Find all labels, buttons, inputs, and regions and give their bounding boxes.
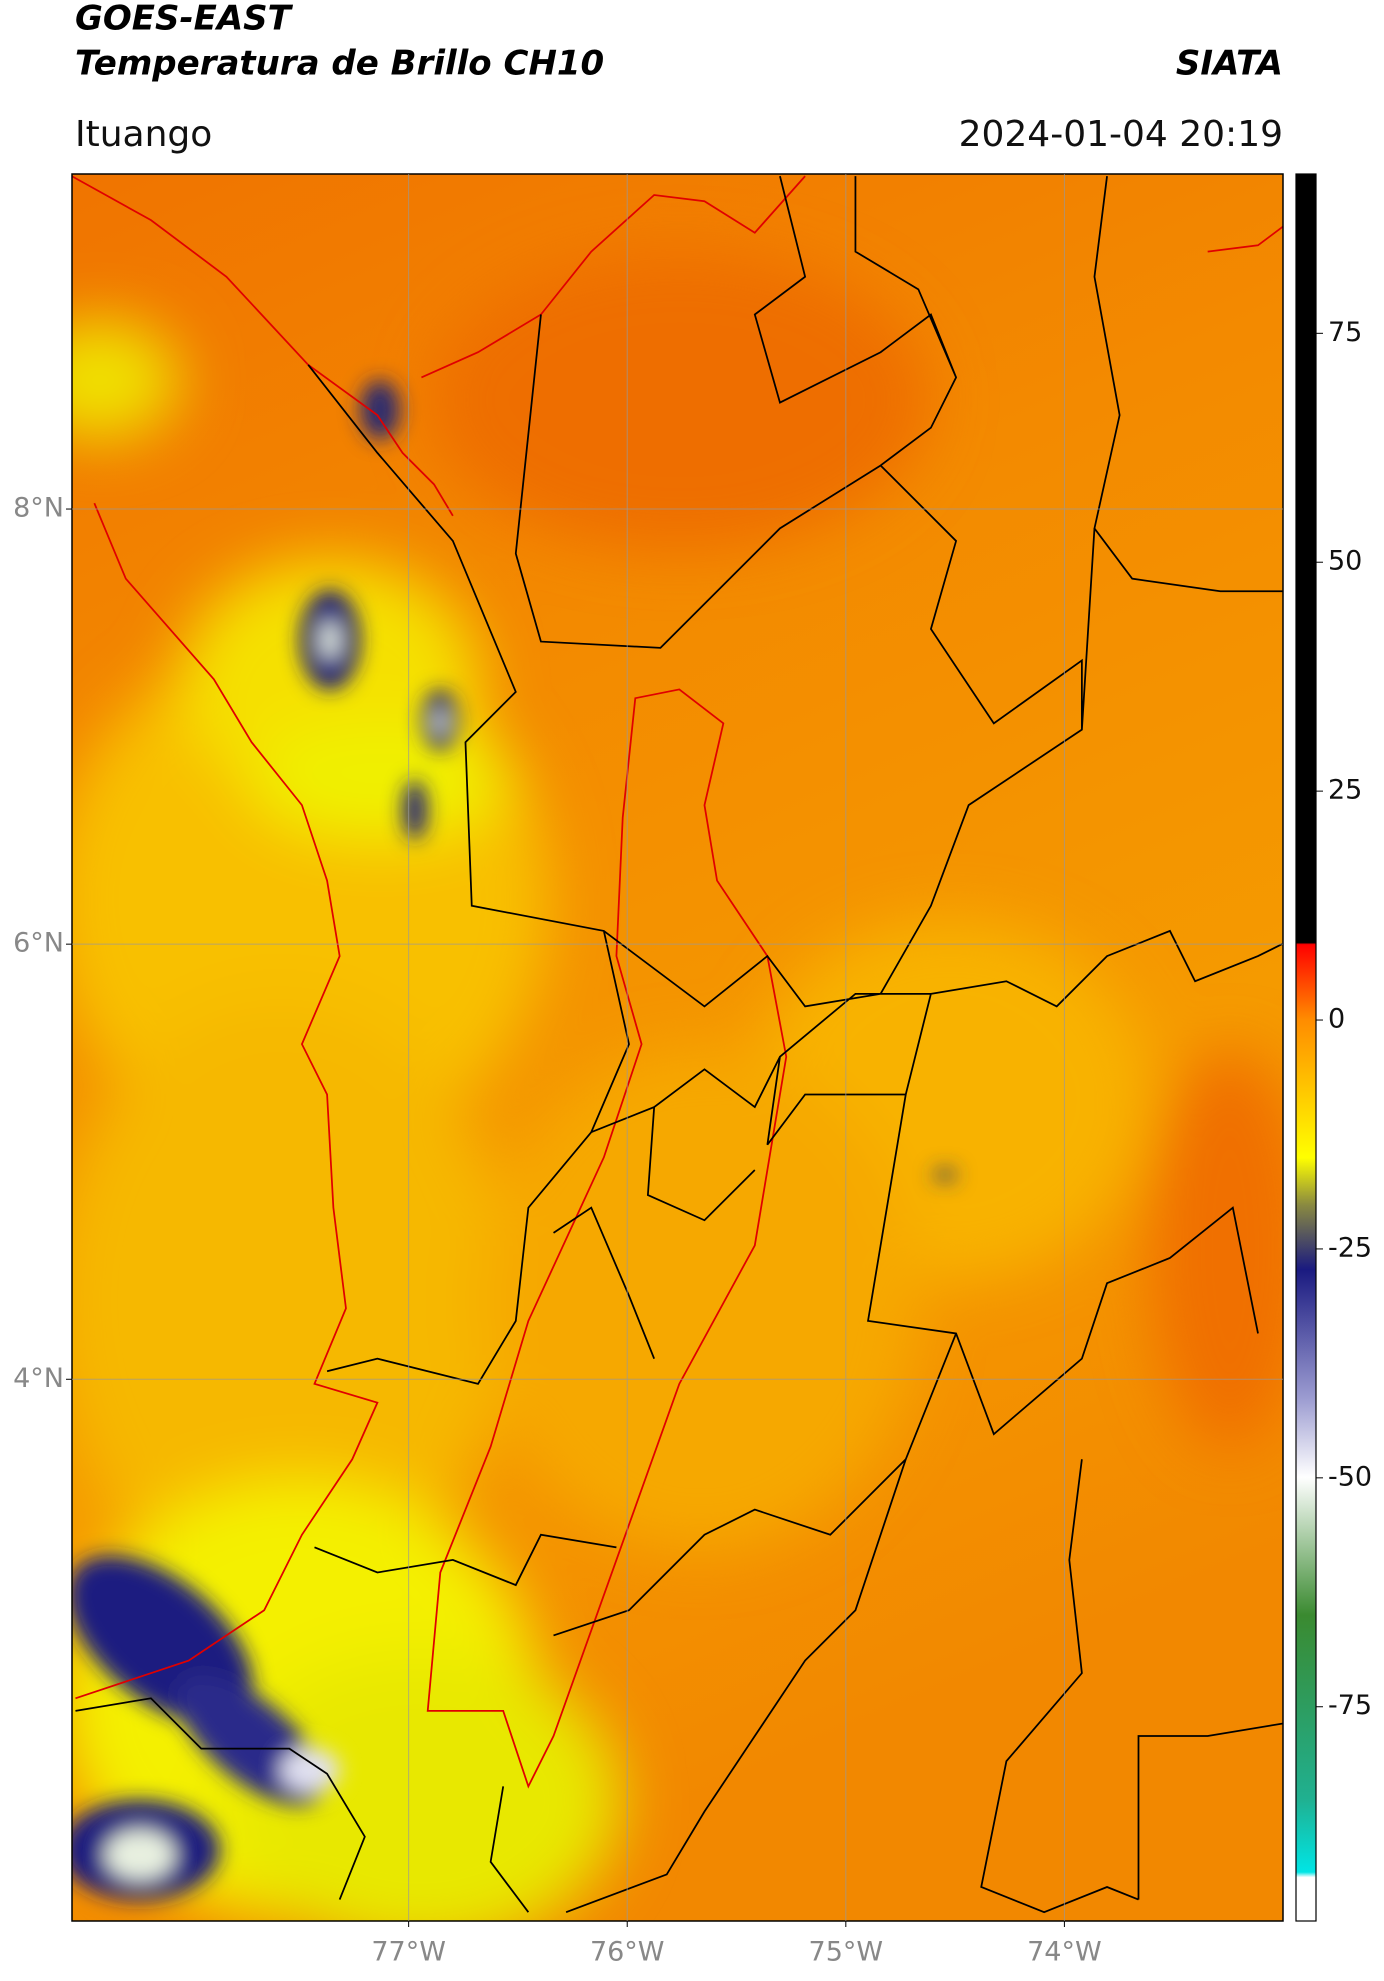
colorbar-tick-label: -75 <box>1328 1690 1372 1721</box>
lon-tick-label: 77°W <box>371 1937 446 1968</box>
lon-tick-label: 74°W <box>1027 1937 1102 1968</box>
colorbar-tick-label: 75 <box>1328 317 1362 348</box>
lon-tick-label: 76°W <box>590 1937 665 1968</box>
colorbar-tick-label: 50 <box>1328 546 1362 577</box>
title: GOES-EAST <box>75 0 294 39</box>
lon-tick-label: 75°W <box>809 1937 884 1968</box>
colorbar-tick-label: -25 <box>1328 1232 1372 1263</box>
brand: SIATA <box>1176 44 1283 84</box>
lat-tick-label: 6°N <box>13 928 64 959</box>
datetime: 2024-01-04 20:19 <box>959 114 1283 155</box>
lat-tick-label: 4°N <box>13 1363 64 1394</box>
colorbar-tick-label: -50 <box>1328 1461 1372 1492</box>
location: Ituango <box>75 114 212 155</box>
colorbar-tick-label: 0 <box>1328 1004 1345 1035</box>
lat-tick-label: 8°N <box>13 493 64 524</box>
map-image <box>72 174 1283 1921</box>
colorbar <box>1295 173 1317 1922</box>
map-frame <box>71 173 1284 1922</box>
subtitle: Temperatura de Brillo CH10 <box>75 44 604 84</box>
colorbar-tick-label: 25 <box>1328 775 1362 806</box>
